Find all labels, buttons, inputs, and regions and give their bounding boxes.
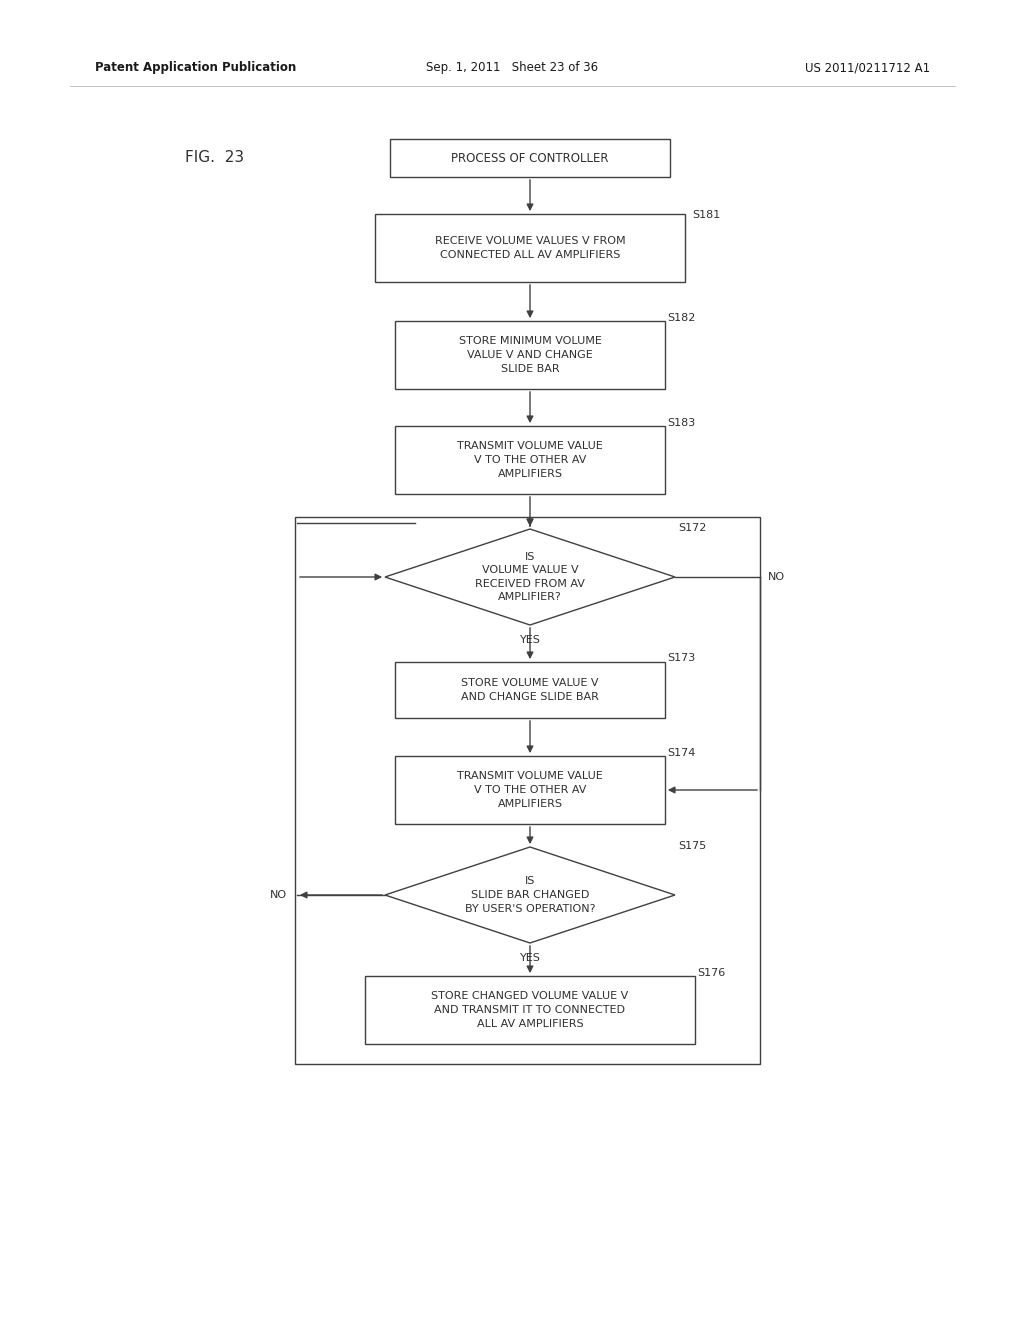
Bar <box>395 663 665 718</box>
Text: STORE VOLUME VALUE V
AND CHANGE SLIDE BAR: STORE VOLUME VALUE V AND CHANGE SLIDE BA… <box>461 678 599 702</box>
Text: TRANSMIT VOLUME VALUE
V TO THE OTHER AV
AMPLIFIERS: TRANSMIT VOLUME VALUE V TO THE OTHER AV … <box>457 441 603 479</box>
Text: FIG.  23: FIG. 23 <box>185 150 245 165</box>
Text: S183: S183 <box>667 418 695 428</box>
Text: YES: YES <box>519 953 541 964</box>
Text: PROCESS OF CONTROLLER: PROCESS OF CONTROLLER <box>452 152 608 165</box>
Text: STORE CHANGED VOLUME VALUE V
AND TRANSMIT IT TO CONNECTED
ALL AV AMPLIFIERS: STORE CHANGED VOLUME VALUE V AND TRANSMI… <box>431 991 629 1028</box>
Text: S181: S181 <box>692 210 720 220</box>
Text: IS
SLIDE BAR CHANGED
BY USER'S OPERATION?: IS SLIDE BAR CHANGED BY USER'S OPERATION… <box>465 876 595 913</box>
Text: S176: S176 <box>697 968 725 978</box>
Text: NO: NO <box>270 890 287 900</box>
Bar <box>375 214 685 282</box>
Text: S182: S182 <box>667 313 695 323</box>
Bar <box>395 321 665 389</box>
Text: RECEIVE VOLUME VALUES V FROM
CONNECTED ALL AV AMPLIFIERS: RECEIVE VOLUME VALUES V FROM CONNECTED A… <box>434 236 626 260</box>
Bar <box>395 426 665 494</box>
Polygon shape <box>385 529 675 624</box>
Text: IS
VOLUME VALUE V
RECEIVED FROM AV
AMPLIFIER?: IS VOLUME VALUE V RECEIVED FROM AV AMPLI… <box>475 552 585 602</box>
Text: S174: S174 <box>667 748 695 758</box>
Text: Sep. 1, 2011   Sheet 23 of 36: Sep. 1, 2011 Sheet 23 of 36 <box>426 62 598 74</box>
Text: NO: NO <box>768 572 785 582</box>
Text: US 2011/0211712 A1: US 2011/0211712 A1 <box>805 62 930 74</box>
Bar <box>395 756 665 824</box>
Bar <box>365 975 695 1044</box>
Text: Patent Application Publication: Patent Application Publication <box>95 62 296 74</box>
Bar <box>390 139 670 177</box>
Text: YES: YES <box>519 635 541 645</box>
Text: S173: S173 <box>667 653 695 663</box>
Polygon shape <box>385 847 675 942</box>
Text: S175: S175 <box>678 841 707 851</box>
Text: STORE MINIMUM VOLUME
VALUE V AND CHANGE
SLIDE BAR: STORE MINIMUM VOLUME VALUE V AND CHANGE … <box>459 337 601 374</box>
Text: TRANSMIT VOLUME VALUE
V TO THE OTHER AV
AMPLIFIERS: TRANSMIT VOLUME VALUE V TO THE OTHER AV … <box>457 771 603 809</box>
Bar <box>295 517 760 1064</box>
Text: S172: S172 <box>678 523 707 533</box>
